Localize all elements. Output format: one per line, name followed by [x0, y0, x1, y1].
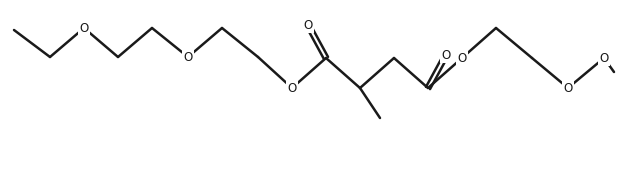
Text: O: O — [563, 82, 573, 94]
Text: O: O — [599, 51, 608, 64]
Text: O: O — [304, 19, 312, 32]
Text: O: O — [441, 48, 451, 62]
Text: O: O — [458, 51, 466, 64]
Text: O: O — [287, 82, 297, 94]
Text: O: O — [80, 21, 89, 35]
Text: O: O — [183, 51, 193, 64]
